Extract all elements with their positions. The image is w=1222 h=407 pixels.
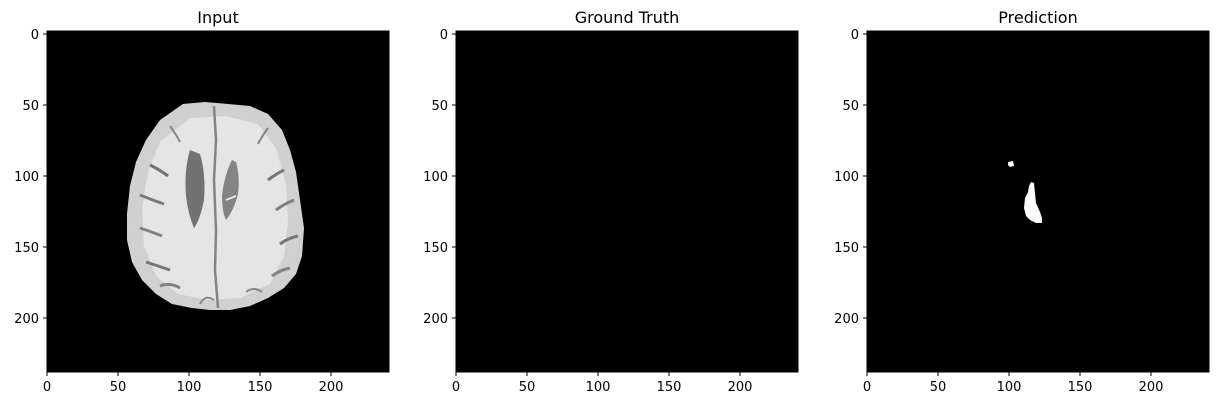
brain-mri-image bbox=[127, 102, 304, 310]
y-axis-ticks: 0 50 100 150 200 bbox=[423, 28, 456, 327]
y-axis-ticks: 0 50 100 150 200 bbox=[834, 28, 867, 327]
panel-title: Input bbox=[197, 8, 238, 27]
y-tick-label: 0 bbox=[440, 28, 448, 43]
y-axis-ticks: 0 50 100 150 200 bbox=[14, 28, 47, 327]
y-tick-label: 0 bbox=[31, 28, 39, 43]
ground-truth-image bbox=[455, 30, 799, 373]
x-tick-label: 200 bbox=[319, 380, 344, 395]
y-tick-label: 200 bbox=[14, 312, 39, 327]
x-tick-label: 50 bbox=[519, 380, 536, 395]
x-tick-label: 50 bbox=[930, 380, 947, 395]
panel-title: Ground Truth bbox=[575, 8, 680, 27]
y-tick-label: 200 bbox=[834, 312, 859, 327]
y-tick-label: 50 bbox=[22, 99, 39, 114]
prediction-mask-region bbox=[1008, 161, 1014, 167]
x-tick-label: 100 bbox=[177, 380, 202, 395]
y-tick-label: 200 bbox=[423, 312, 448, 327]
x-tick-label: 150 bbox=[1068, 380, 1093, 395]
y-tick-label: 0 bbox=[851, 28, 859, 43]
x-axis-ticks: 0 50 100 150 200 bbox=[452, 372, 753, 395]
y-tick-label: 100 bbox=[14, 170, 39, 185]
x-axis-ticks: 0 50 100 150 200 bbox=[43, 372, 344, 395]
panel-title: Prediction bbox=[998, 8, 1077, 27]
y-tick-label: 150 bbox=[834, 241, 859, 256]
prediction-mask-region bbox=[1024, 182, 1042, 223]
x-tick-label: 150 bbox=[657, 380, 682, 395]
x-tick-label: 0 bbox=[43, 380, 51, 395]
x-tick-label: 200 bbox=[1139, 380, 1164, 395]
x-tick-label: 100 bbox=[586, 380, 611, 395]
input-image bbox=[47, 31, 389, 372]
left-ventricle bbox=[185, 150, 205, 228]
panel-input: Input bbox=[14, 8, 390, 395]
x-tick-label: 0 bbox=[452, 380, 460, 395]
x-tick-label: 100 bbox=[997, 380, 1022, 395]
y-tick-label: 50 bbox=[842, 99, 859, 114]
panel-ground-truth: Ground Truth 0 50 100 150 200 0 50 100 1… bbox=[423, 8, 799, 395]
x-tick-label: 50 bbox=[110, 380, 127, 395]
panel-prediction: Prediction 0 50 100 150 200 0 50 100 150 bbox=[834, 8, 1210, 395]
x-tick-label: 200 bbox=[728, 380, 753, 395]
x-axis-ticks: 0 50 100 150 200 bbox=[863, 372, 1164, 395]
right-ventricle bbox=[222, 160, 239, 220]
y-tick-label: 150 bbox=[423, 241, 448, 256]
x-tick-label: 150 bbox=[248, 380, 273, 395]
y-tick-label: 150 bbox=[14, 241, 39, 256]
y-tick-label: 100 bbox=[423, 170, 448, 185]
y-tick-label: 50 bbox=[431, 99, 448, 114]
axes-frame bbox=[46, 30, 390, 373]
y-tick-label: 100 bbox=[834, 170, 859, 185]
x-tick-label: 0 bbox=[863, 380, 871, 395]
prediction-image bbox=[866, 30, 1210, 373]
